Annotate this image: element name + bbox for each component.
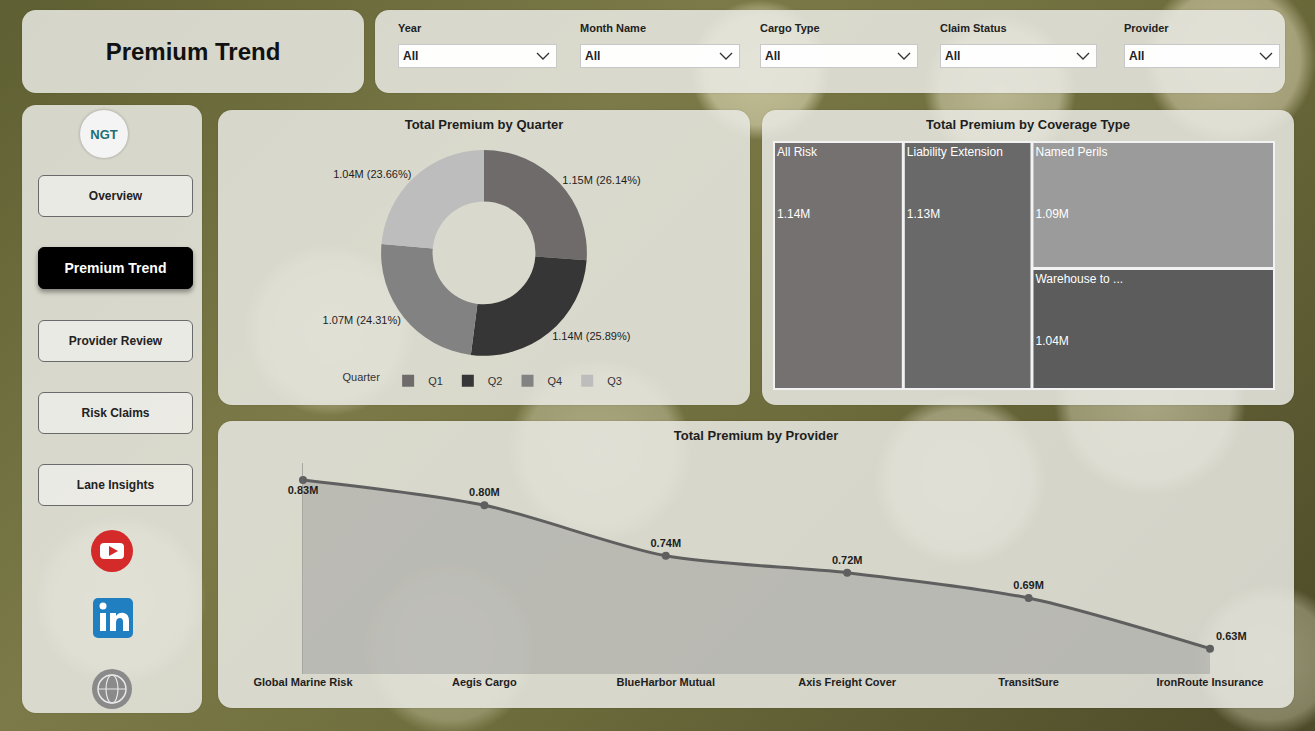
html-text:Premium Trend: Premium Trend <box>105 37 281 65</box>
html-text:All: All <box>585 49 601 63</box>
html-text:Provider: Provider <box>1124 22 1169 34</box>
svg-text:Q4: Q4 <box>548 375 563 387</box>
svg-text:Q2: Q2 <box>488 375 503 387</box>
html-text:All: All <box>403 49 419 63</box>
html-text:Risk Claims: Risk Claims <box>81 406 150 420</box>
svg-text:Q1: Q1 <box>428 375 443 387</box>
html-text:All: All <box>765 49 781 63</box>
svg-text:Global Marine Risk: Global Marine Risk <box>253 676 353 688</box>
svg-text:Total Premium by Coverage Type: Total Premium by Coverage Type <box>926 117 1130 132</box>
html-text:NGT: NGT <box>90 126 118 142</box>
svg-text:0.80M: 0.80M <box>469 486 500 498</box>
svg-text:TransitSure: TransitSure <box>998 676 1059 688</box>
svg-text:0.69M: 0.69M <box>1013 579 1044 591</box>
html-text:Overview: Overview <box>88 189 143 203</box>
svg-text:Total Premium by Quarter: Total Premium by Quarter <box>405 117 564 132</box>
html-text:Year: Year <box>398 22 422 34</box>
svg-text:1.04M (23.66%): 1.04M (23.66%) <box>333 168 411 180</box>
svg-text:Warehouse to ...1.04M: Warehouse to ...1.04M <box>1035 272 1123 348</box>
svg-text:Axis Freight Cover: Axis Freight Cover <box>798 676 897 688</box>
svg-text:Named Perils1.09M: Named Perils1.09M <box>1035 145 1107 221</box>
html-text:Cargo Type: Cargo Type <box>760 22 820 34</box>
svg-text:BlueHarbor Mutual: BlueHarbor Mutual <box>617 676 715 688</box>
html-text:Lane Insights: Lane Insights <box>76 478 155 492</box>
svg-text:Liability Extension1.13M: Liability Extension1.13M <box>907 145 1003 221</box>
svg-text:All Risk1.14M: All Risk1.14M <box>777 145 818 221</box>
svg-text:1.15M (26.14%): 1.15M (26.14%) <box>562 174 640 186</box>
svg-text:0.83M: 0.83M <box>288 484 319 496</box>
svg-text:Quarter: Quarter <box>343 371 381 383</box>
svg-text:IronRoute Insurance: IronRoute Insurance <box>1157 676 1264 688</box>
svg-text:0.72M: 0.72M <box>832 554 863 566</box>
svg-text:1.07M (24.31%): 1.07M (24.31%) <box>323 314 401 326</box>
html-text:Claim Status: Claim Status <box>940 22 1007 34</box>
html-text:All: All <box>945 49 961 63</box>
svg-text:Aegis Cargo: Aegis Cargo <box>452 676 517 688</box>
html-text:Provider Review: Provider Review <box>68 334 163 348</box>
svg-text:1.14M (25.89%): 1.14M (25.89%) <box>552 330 630 342</box>
svg-text:0.63M: 0.63M <box>1216 630 1247 642</box>
svg-text:Q3: Q3 <box>607 375 622 387</box>
html-text:Premium Trend: Premium Trend <box>64 260 167 276</box>
svg-text:Total Premium by Provider: Total Premium by Provider <box>674 428 838 443</box>
svg-text:0.74M: 0.74M <box>651 537 682 549</box>
html-text:Month Name: Month Name <box>580 22 646 34</box>
html-text:All: All <box>1129 49 1145 63</box>
